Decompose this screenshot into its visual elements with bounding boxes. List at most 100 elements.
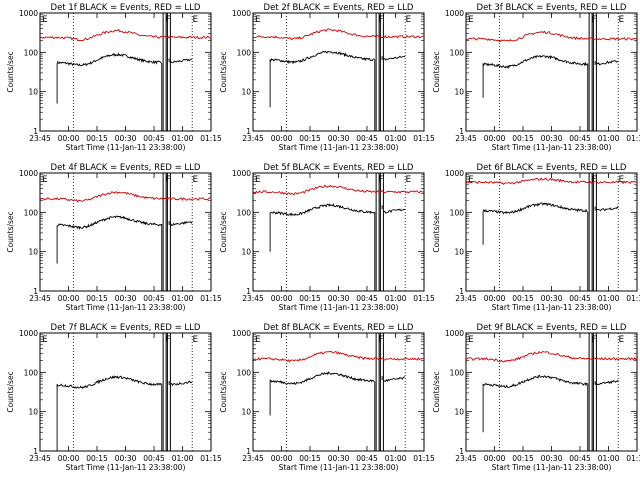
events-line [482, 54, 588, 98]
x-tick-label: 01:00 [385, 454, 407, 463]
x-tick-label: 01:15 [413, 454, 435, 463]
x-axis-label: Start Time (11-Jan-11 23:38:00) [279, 463, 399, 472]
y-tick-label: 10 [28, 88, 38, 97]
y-tick-label: 1 [33, 287, 38, 296]
x-axis-label: Start Time (11-Jan-11 23:38:00) [66, 463, 186, 472]
x-tick-label: 00:30 [115, 454, 137, 463]
y-axis-label: Counts/sec [432, 211, 441, 252]
y-tick-label: 100 [24, 368, 39, 377]
events-line [56, 52, 162, 104]
x-tick-label: 00:30 [328, 134, 350, 143]
interval-marker-letter: E [405, 335, 411, 345]
y-tick-label: 100 [24, 48, 39, 57]
x-tick-label: 00:15 [299, 134, 321, 143]
x-tick-label: 01:15 [626, 454, 640, 463]
panel-title: Det 5f BLACK = Events, RED = LLD [264, 163, 414, 173]
interval-marker-letter: F [591, 335, 596, 345]
x-tick-label: 00:00 [58, 454, 80, 463]
events-line [269, 371, 375, 416]
interval-marker-letter: E [192, 15, 198, 25]
y-tick-label: 100 [450, 208, 465, 217]
x-tick-label: 23:45 [455, 294, 477, 303]
interval-marker-letter: F [378, 15, 383, 25]
lld-line [252, 350, 425, 363]
events-line [382, 208, 406, 214]
x-tick-label: 00:15 [299, 454, 321, 463]
y-tick-label: 100 [237, 48, 252, 57]
x-tick-label: 00:45 [569, 294, 591, 303]
y-tick-label: 100 [24, 208, 39, 217]
x-tick-label: 00:15 [86, 134, 108, 143]
interval-marker-letter: F [165, 335, 170, 345]
x-tick-label: 23:45 [455, 134, 477, 143]
panel-det-3f: Det 3f BLACK = Events, RED = LLD 1 10 100 10… [432, 3, 640, 152]
lld-line [465, 177, 638, 186]
x-tick-label: 00:00 [484, 454, 506, 463]
plot-frame [39, 12, 212, 132]
y-tick-label: 100 [450, 48, 465, 57]
interval-marker-letter: F [378, 335, 383, 345]
x-tick-label: 01:15 [413, 294, 435, 303]
x-tick-label: 00:45 [143, 294, 165, 303]
x-tick-label: 01:15 [200, 454, 222, 463]
x-tick-label: 23:45 [242, 454, 264, 463]
events-line [269, 50, 375, 108]
x-axis-label: Start Time (11-Jan-11 23:38:00) [66, 303, 186, 312]
events-line [595, 206, 619, 212]
interval-marker-letter: E [42, 15, 48, 25]
lld-line [39, 28, 212, 41]
panel-title: Det 6f BLACK = Events, RED = LLD [477, 163, 627, 173]
events-line [269, 203, 375, 252]
x-tick-label: 01:15 [626, 294, 640, 303]
interval-marker-letter: E [405, 15, 411, 25]
events-line [56, 215, 162, 264]
y-tick-label: 10 [241, 408, 251, 417]
x-tick-label: 00:15 [512, 454, 534, 463]
x-tick-label: 00:45 [356, 454, 378, 463]
panel-det-4f: Det 4f BLACK = Events, RED = LLD 1 10 100 10… [6, 163, 222, 312]
x-tick-label: 00:30 [541, 454, 563, 463]
events-line [482, 202, 588, 245]
x-axis-label: Start Time (11-Jan-11 23:38:00) [66, 143, 186, 152]
lld-line [39, 191, 211, 203]
y-tick-label: 1 [246, 447, 251, 456]
x-tick-label: 00:30 [328, 294, 350, 303]
events-line [382, 55, 406, 61]
x-tick-label: 23:45 [455, 454, 477, 463]
x-tick-label: 00:15 [512, 294, 534, 303]
panel-title: Det 1f BLACK = Events, RED = LLD [51, 3, 201, 13]
panel-title: Det 3f BLACK = Events, RED = LLD [477, 3, 627, 13]
y-tick-label: 100 [450, 368, 465, 377]
y-tick-label: 10 [454, 408, 464, 417]
panel-title: Det 4f BLACK = Events, RED = LLD [51, 163, 201, 173]
lld-line [252, 28, 425, 41]
interval-marker-letter: F [165, 175, 170, 185]
x-tick-label: 00:45 [569, 134, 591, 143]
interval-marker-letter: F [378, 175, 383, 185]
y-tick-label: 1000 [19, 169, 38, 178]
x-tick-label: 01:15 [200, 134, 222, 143]
x-tick-label: 23:45 [29, 294, 51, 303]
y-axis-label: Counts/sec [6, 51, 15, 92]
x-axis-label: Start Time (11-Jan-11 23:38:00) [492, 463, 612, 472]
y-tick-label: 1 [459, 127, 464, 136]
y-axis-label: Counts/sec [219, 51, 228, 92]
events-line [169, 380, 193, 387]
x-tick-label: 00:30 [541, 294, 563, 303]
y-tick-label: 10 [28, 248, 38, 257]
y-tick-label: 10 [28, 408, 38, 417]
plot-frame [465, 332, 638, 452]
x-tick-label: 00:45 [143, 454, 165, 463]
y-tick-label: 1 [459, 447, 464, 456]
y-tick-label: 10 [454, 248, 464, 257]
events-line [169, 220, 193, 227]
x-tick-label: 23:45 [29, 454, 51, 463]
x-tick-label: 00:00 [484, 134, 506, 143]
y-tick-label: 100 [237, 368, 252, 377]
plot-frame [252, 332, 425, 452]
interval-marker-letter: F [591, 15, 596, 25]
panel-det-6f: Det 6f BLACK = Events, RED = LLD 1 10 100 10… [432, 163, 640, 312]
interval-marker-letter: E [405, 175, 411, 185]
y-tick-label: 1000 [445, 329, 464, 338]
